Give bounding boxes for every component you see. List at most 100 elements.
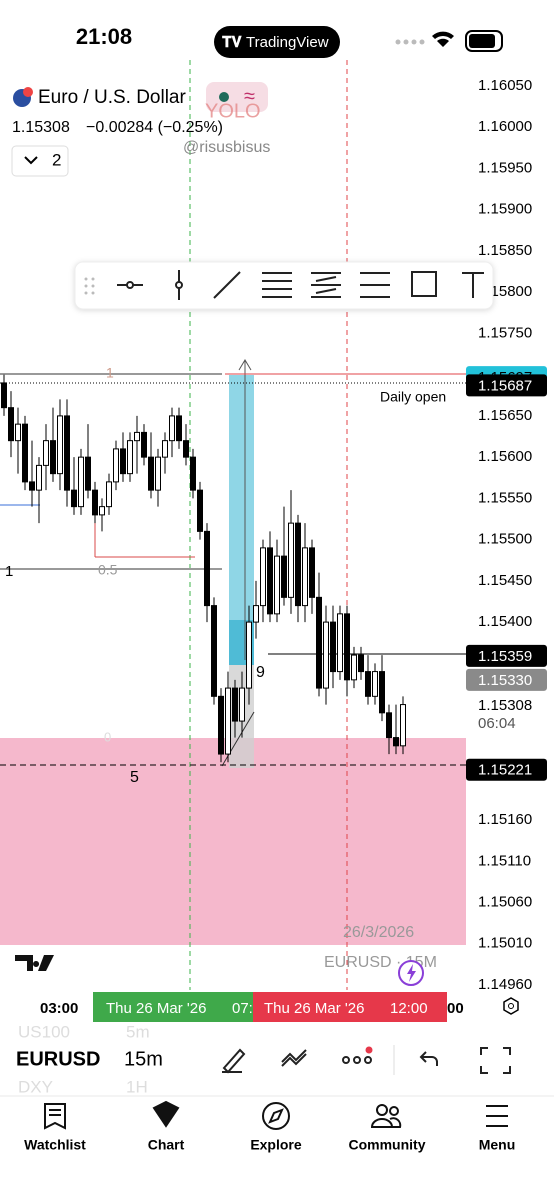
next-interval: 1H bbox=[126, 1077, 148, 1096]
time-label: 00 bbox=[447, 1000, 464, 1017]
time-marker bbox=[93, 992, 253, 1022]
price-tag-label: 1.15359 bbox=[478, 648, 532, 665]
candle-body bbox=[85, 456, 91, 491]
price-change: −0.00284 (−0.25%) bbox=[86, 119, 223, 136]
app-badge: TradingView bbox=[246, 34, 329, 51]
candle-body bbox=[330, 621, 336, 673]
candle-body bbox=[260, 547, 266, 607]
settings-icon bbox=[508, 1003, 514, 1009]
candle-body bbox=[43, 440, 49, 466]
symbol-button[interactable]: EURUSD bbox=[16, 1048, 100, 1070]
y-tick-label: 1.15110 bbox=[478, 852, 531, 869]
nav-tab[interactable]: Explore bbox=[250, 1137, 302, 1153]
badge-icon: ≈ bbox=[244, 85, 255, 107]
candle-body bbox=[36, 464, 42, 491]
candle-body bbox=[316, 596, 322, 689]
nav-tab[interactable]: Community bbox=[349, 1137, 426, 1153]
settings-icon[interactable] bbox=[503, 997, 519, 1015]
price-tag-label: 1.15221 bbox=[478, 762, 532, 779]
candle-body bbox=[337, 613, 343, 673]
y-tick-label: 1.15650 bbox=[478, 407, 532, 424]
tool-parallel[interactable] bbox=[262, 272, 292, 298]
nav-bar: Watchlist Chart Explore Community Menu bbox=[24, 1137, 515, 1153]
tool-fib-ext[interactable] bbox=[360, 272, 390, 298]
prev-interval: 5m bbox=[126, 1022, 150, 1041]
candle-body bbox=[71, 489, 77, 508]
app-logo: 𝐓𝐕 bbox=[222, 34, 243, 51]
candle-body bbox=[302, 547, 308, 607]
candle-body bbox=[64, 415, 70, 491]
demand-zone bbox=[0, 738, 466, 945]
last-price-label: 1.15308 bbox=[478, 697, 532, 714]
drawing-tools bbox=[84, 270, 484, 300]
author: @risusbisus bbox=[183, 139, 270, 156]
candle-body bbox=[120, 448, 126, 475]
candle-body bbox=[351, 654, 357, 681]
annotation: 9 bbox=[256, 664, 265, 681]
last-price: 1.15308 bbox=[12, 119, 70, 136]
status-icons bbox=[395, 30, 503, 52]
candle-body bbox=[162, 440, 168, 458]
y-tick-label: 1.15950 bbox=[478, 159, 532, 176]
tv-logo bbox=[15, 955, 54, 971]
indicator-count: 2 bbox=[52, 150, 61, 169]
candle-body bbox=[246, 621, 252, 689]
candle-body bbox=[218, 695, 224, 755]
nav-tab[interactable]: Menu bbox=[479, 1137, 516, 1153]
market-dot bbox=[219, 92, 229, 102]
candle-body bbox=[134, 431, 140, 442]
price-tag bbox=[466, 644, 547, 667]
annotation: Daily open bbox=[380, 389, 446, 405]
candle-body bbox=[190, 456, 196, 491]
prev-symbol: US100 bbox=[18, 1022, 70, 1041]
candle-body bbox=[344, 613, 350, 681]
annotation: 0 bbox=[104, 729, 111, 744]
nav-tab[interactable]: Chart bbox=[148, 1137, 185, 1153]
nav-tab[interactable]: Watchlist bbox=[24, 1137, 86, 1153]
candle-body bbox=[274, 555, 280, 615]
annotation: 5 bbox=[130, 769, 139, 786]
candle-body bbox=[295, 522, 301, 607]
tool-text[interactable] bbox=[462, 272, 484, 298]
y-tick-label: 1.15060 bbox=[478, 893, 532, 910]
candle-body bbox=[8, 407, 14, 442]
price-tag bbox=[466, 668, 547, 691]
annotation: 1 bbox=[106, 365, 114, 381]
symbol-name[interactable]: Euro / U.S. Dollar bbox=[38, 87, 186, 108]
y-tick-label: 1.15850 bbox=[478, 242, 532, 259]
annotation: 1 bbox=[5, 563, 13, 580]
candle-body bbox=[197, 489, 203, 532]
candles bbox=[1, 374, 406, 763]
tool-trend[interactable] bbox=[213, 271, 241, 299]
app-pill bbox=[214, 26, 340, 58]
notification-dot bbox=[365, 1046, 373, 1054]
y-tick-label: 1.15550 bbox=[478, 489, 532, 506]
countdown: 06:04 bbox=[478, 715, 516, 732]
badge bbox=[206, 82, 268, 112]
indicator-toggle[interactable] bbox=[11, 145, 69, 177]
draw-button[interactable] bbox=[222, 1048, 246, 1074]
candle-body bbox=[358, 654, 364, 673]
y-tick-label: 1.15160 bbox=[478, 811, 532, 828]
annotation: 26/3/2026 bbox=[343, 924, 414, 941]
price-tag-label: 1.15330 bbox=[478, 672, 532, 689]
next-symbol: DXY bbox=[18, 1077, 53, 1096]
patterns-button[interactable] bbox=[281, 1049, 307, 1067]
toolbar-icons bbox=[222, 1047, 511, 1074]
y-tick-label: 1.15400 bbox=[478, 613, 532, 630]
candle-body bbox=[386, 712, 392, 739]
time-marker-date: Thu 26 Mar '26 bbox=[264, 1000, 364, 1017]
tool-rect[interactable] bbox=[411, 271, 437, 297]
interval-button[interactable]: 15m bbox=[124, 1048, 163, 1070]
undo-button[interactable] bbox=[419, 1051, 438, 1066]
y-tick-label: 1.15450 bbox=[478, 572, 532, 589]
tool-fib[interactable] bbox=[311, 272, 341, 298]
candle-body bbox=[106, 481, 112, 508]
time-marker-time: 12:00 bbox=[390, 1000, 428, 1017]
watermark: YOLO bbox=[205, 100, 261, 122]
fullscreen-button[interactable] bbox=[480, 1047, 511, 1074]
candle-body bbox=[372, 671, 378, 697]
price-tag bbox=[466, 374, 547, 397]
candle-body bbox=[113, 448, 119, 483]
